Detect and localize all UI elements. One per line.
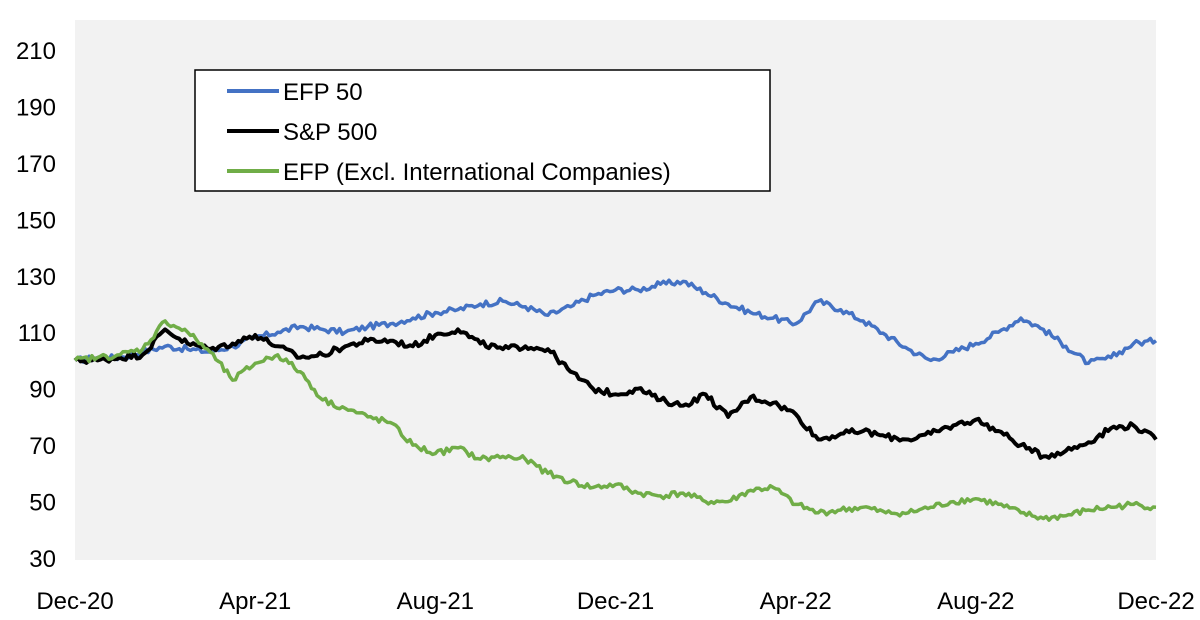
x-axis: Dec-20 Apr-21 Aug-21 Dec-21 Apr-22 Aug-22 Dec-… — [36, 588, 1194, 615]
y-tick-label: 30 — [29, 546, 56, 573]
legend-label-efp-excl-intl: EFP (Excl. International Companies) — [283, 159, 671, 186]
y-axis: 210 190 170 150 130 110 90 70 50 30 — [16, 38, 56, 573]
legend-label-efp50: EFP 50 — [283, 79, 363, 106]
x-tick-label: Dec-22 — [1117, 588, 1194, 615]
x-tick-label: Apr-22 — [760, 588, 832, 615]
y-tick-label: 170 — [16, 151, 56, 178]
legend-box — [194, 69, 771, 192]
x-tick-label: Dec-20 — [36, 588, 113, 615]
y-tick-label: 50 — [29, 490, 56, 517]
legend: EFP 50 S&P 500 EFP (Excl. International … — [194, 69, 771, 192]
y-tick-label: 90 — [29, 377, 56, 404]
series-line-s-p-500 — [73, 327, 1158, 460]
x-tick-label: Aug-22 — [937, 588, 1014, 615]
series-line-efp-excl-international-companies — [73, 319, 1157, 522]
y-tick-label: 150 — [16, 207, 56, 234]
y-tick-label: 110 — [18, 320, 56, 347]
x-tick-label: Dec-21 — [577, 588, 654, 615]
x-tick-label: Aug-21 — [397, 588, 474, 615]
y-tick-label: 130 — [16, 264, 56, 291]
y-tick-label: 190 — [16, 94, 56, 121]
series-lines — [73, 278, 1158, 522]
legend-label-sp500: S&P 500 — [283, 119, 377, 146]
x-tick-label: Apr-21 — [219, 588, 291, 615]
y-tick-label: 210 — [16, 38, 56, 65]
y-tick-label: 70 — [29, 433, 56, 460]
